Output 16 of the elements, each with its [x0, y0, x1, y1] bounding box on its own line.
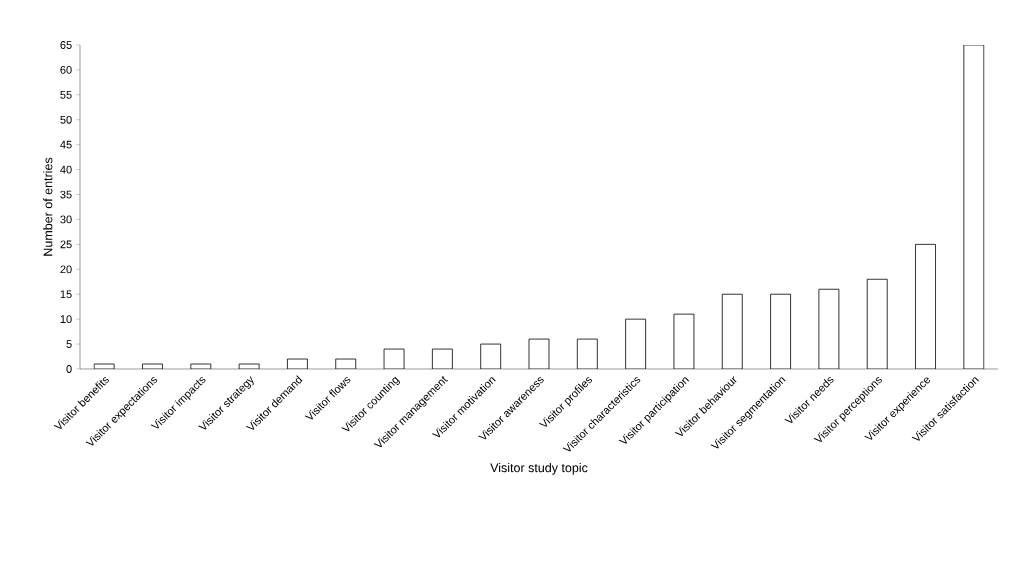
y-tick-label: 0 [66, 365, 72, 373]
y-tick-label: 10 [60, 315, 72, 324]
y-tick-label: 35 [60, 190, 72, 199]
x-axis-title: Visitor study topic [490, 463, 588, 475]
y-tick-label: 30 [60, 215, 72, 224]
y-tick-label: 5 [66, 340, 72, 348]
y-tick-label: 25 [60, 240, 72, 249]
y-tick-label: 50 [60, 115, 72, 124]
y-tick-label: 45 [60, 140, 72, 149]
y-tick-label: 40 [60, 165, 72, 174]
y-tick-label: 65 [60, 41, 72, 49]
y-tick-label: 60 [60, 66, 72, 74]
y-axis-title: Number of entries [43, 157, 53, 256]
y-tick-label: 15 [60, 290, 72, 299]
y-tick-label: 55 [60, 91, 72, 99]
y-tick-label: 20 [60, 265, 72, 274]
